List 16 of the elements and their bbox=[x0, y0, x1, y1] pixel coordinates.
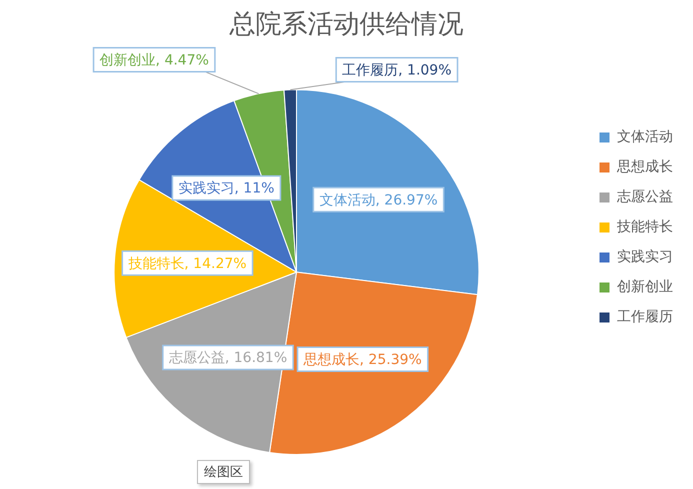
legend-label: 创新创业 bbox=[617, 279, 673, 296]
chart-title: 总院系活动供给情况 bbox=[228, 9, 464, 40]
data-label: 工作履历, 1.09% bbox=[342, 62, 452, 78]
legend-label: 志愿公益 bbox=[617, 189, 673, 206]
data-label: 实践实习, 11% bbox=[178, 180, 274, 197]
data-label: 创新创业, 4.47% bbox=[100, 52, 209, 68]
legend-label: 技能特长 bbox=[616, 219, 673, 236]
data-label: 文体活动, 26.97% bbox=[319, 192, 438, 208]
data-label: 志愿公益, 16.81% bbox=[168, 350, 288, 366]
legend-label: 思想成长 bbox=[616, 159, 673, 176]
legend-label: 文体活动 bbox=[617, 129, 673, 146]
data-label: 技能特长, 14.27% bbox=[127, 256, 247, 272]
legend-label: 实践实习 bbox=[617, 249, 673, 266]
legend-label: 工作履历 bbox=[617, 309, 673, 326]
text: 绘图区 bbox=[197, 460, 250, 484]
data-label: 思想成长, 25.39% bbox=[302, 352, 422, 368]
